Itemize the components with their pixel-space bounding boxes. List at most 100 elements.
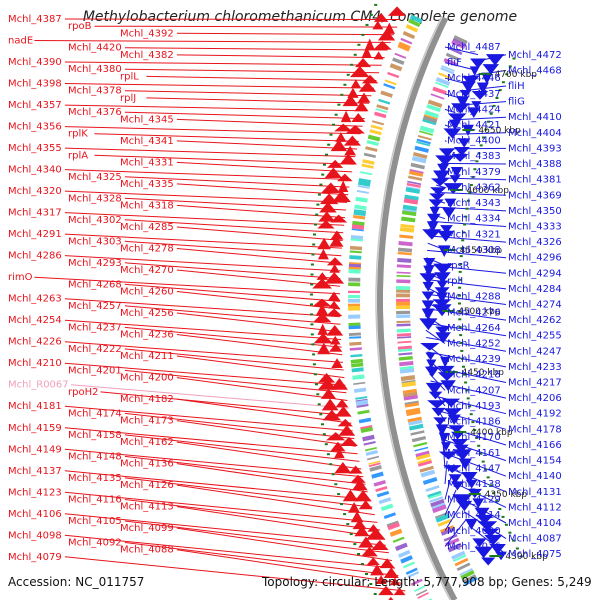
reverse-gene-arrow [469,66,480,76]
gene-label-left: Mchl_4378 [68,86,122,97]
band-segment [419,465,434,473]
reverse-gene-arrow [421,308,435,321]
leader-line-left [176,140,358,150]
reverse-gene-arrow [440,380,456,391]
band-segment [428,493,442,500]
band-segment [406,186,421,191]
forward-gene-arrow [335,406,352,417]
leader-line-right [441,438,507,462]
reverse-gene-arrow [465,479,478,489]
band-segment [430,498,445,508]
leader-line-left [176,527,392,561]
gene-label-right: Mchl_4233 [508,362,562,373]
band-segment [414,446,429,452]
band-segment [454,557,469,567]
forward-gene-arrow [334,462,352,474]
gene-label-left: Mchl_4257 [68,301,122,312]
band-segment [348,332,361,337]
reverse-gene-arrow [437,230,455,242]
band-segment [397,340,412,344]
band-segment [412,152,428,159]
forward-gene-arrow [337,418,353,427]
gene-label-left: Mchl_4079 [8,552,62,563]
band-segment [348,262,362,266]
band-segment [395,542,408,551]
band-segment [358,180,371,187]
gene-label-left: Mchl_4092 [68,538,122,549]
band-segment [362,434,375,442]
band-segment [451,550,466,560]
gene-label-left: Mchl_4173 [120,416,174,427]
band-segment [376,490,390,498]
band-segment [422,476,438,485]
forward-gene-arrow [329,343,343,352]
band-segment [349,347,362,351]
gene-label-right: Mchl_4284 [508,284,562,295]
forward-gene-arrow [348,465,363,474]
forward-gene-arrow [358,536,374,548]
gene-label-right: Mchl_4333 [508,222,562,233]
band-segment [440,67,455,75]
gene-label-right: Mchl_4308 [447,245,501,256]
band-segment [407,571,420,579]
gene-label-left: rplL [120,71,139,82]
gene-label-right: Mchl_4090 [447,526,501,537]
reverse-gene-arrow [422,229,442,240]
forward-gene-arrow [350,79,362,89]
leader-line-left [94,25,398,28]
leader-line-right [437,177,507,181]
gene-label-left: Mchl_4181 [8,401,62,412]
gene-label-left: Mchl_4182 [120,394,174,405]
band-segment [355,196,368,203]
band-segment [366,139,379,147]
leader-line-right [436,184,446,188]
reverse-gene-arrow [429,207,440,218]
scale-label: 4500 kbp [458,307,501,317]
band-segment [349,341,362,346]
reverse-gene-arrow [450,167,463,178]
reverse-gene-arrow [423,265,435,278]
gene-label-left: rplA [68,150,88,161]
forward-gene-arrow [366,557,380,565]
gene-arrow-layer [312,6,507,600]
reverse-gene-arrow [443,465,462,474]
band-segment [403,394,418,401]
forward-gene-arrow [377,29,396,41]
band-segment [398,356,413,361]
reverse-gene-arrow [426,221,439,233]
forward-gene-arrow [387,6,407,16]
reverse-gene-arrow [434,272,451,284]
gene-label-right: Mchl_4206 [508,393,562,404]
gene-label-left: Mchl_4380 [68,64,122,75]
gene-label-layer: Mchl_4387rpoBMchl_4392nadEMchl_4420Mchl_… [8,14,562,563]
gene-label-right: Mchl_4393 [508,143,562,154]
gene-label-right: Mchl_4252 [447,339,501,350]
gene-label-right: Mchl_4343 [447,198,501,209]
forward-gene-arrow [364,38,375,51]
gene-label-right: Mchl_4410 [508,112,562,123]
reverse-gene-arrow [432,304,452,317]
leader-line-left [176,248,342,264]
gene-label-right: Mchl_4400 [447,136,501,147]
band-segment [422,119,437,126]
reverse-gene-arrow [456,96,470,109]
band-segment [398,41,411,50]
band-segment [396,320,411,324]
leader-line-left [176,484,375,516]
band-segment [440,525,455,534]
band-segment [400,375,416,382]
leader-line-right [435,409,507,430]
forward-gene-arrow [318,211,336,222]
leader-line-left [64,61,382,66]
forward-gene-arrow [393,587,406,596]
leader-line-right [448,132,507,135]
band-segment [358,178,371,183]
forward-gene-arrow [319,193,339,205]
backbone-arc [377,16,458,600]
reverse-gene-arrow [428,391,443,400]
gene-label-left: Mchl_4392 [120,28,174,39]
gene-label-right: fliF [447,58,462,69]
gene-label-left: Mchl_4116 [68,495,122,506]
forward-gene-arrow [370,564,384,576]
leader-line-left [64,513,386,546]
